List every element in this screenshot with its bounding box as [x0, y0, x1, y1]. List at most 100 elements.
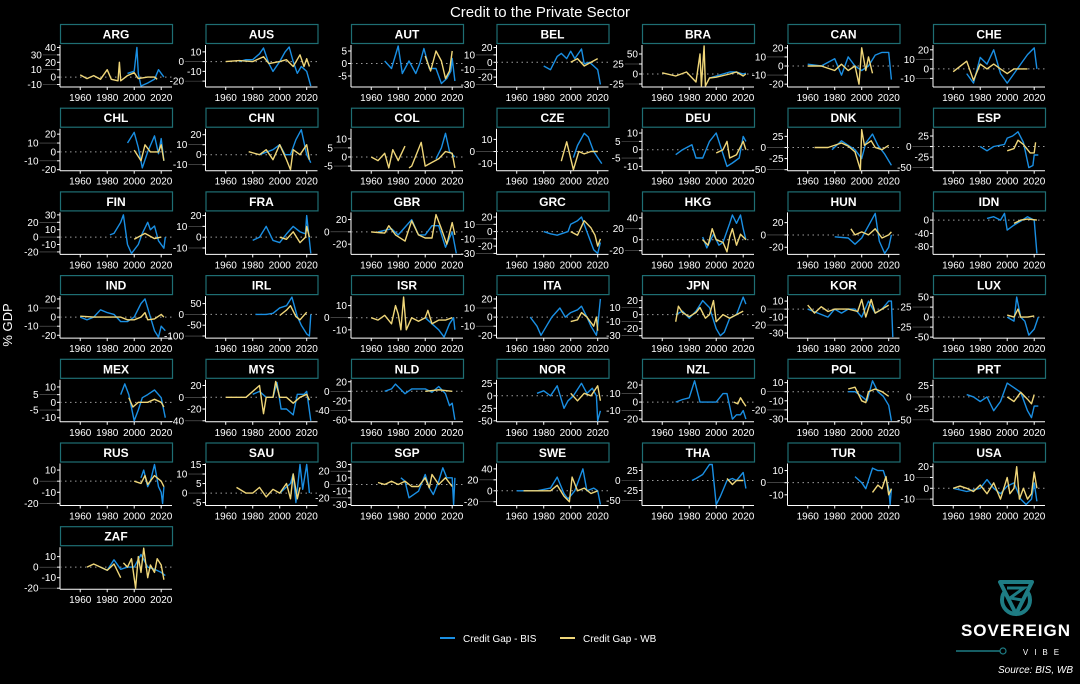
- panel-title: AUT: [395, 28, 420, 42]
- logo-wordmark: SOVEREIGN: [961, 621, 1071, 640]
- panel-title: TUR: [831, 446, 856, 460]
- y-tick-label: 20: [627, 381, 639, 392]
- x-tick-label: 2000: [851, 344, 874, 355]
- panel-strip: [205, 107, 319, 128]
- y-tick-label: 10: [336, 301, 348, 312]
- x-tick-label: 1960: [69, 177, 92, 188]
- x-tick-label: 2000: [123, 344, 146, 355]
- series-line-wb: [570, 311, 599, 331]
- x-tick-label: 1980: [96, 512, 119, 523]
- y-tick-label: -20: [752, 405, 767, 416]
- x-tick-label: 1980: [969, 512, 992, 523]
- x-tick-label: 1980: [533, 93, 556, 104]
- y-tick-label: -10: [752, 71, 767, 82]
- x-tick-label: 1960: [215, 177, 238, 188]
- x-tick-label: 2020: [296, 177, 319, 188]
- panel-nld: NLD 20 0-20-40-60 1960 1980 2000 2020: [315, 358, 465, 439]
- y-tick-label: -10: [624, 162, 639, 173]
- y-tick-label: 0: [33, 563, 39, 574]
- series-line-bis: [126, 131, 165, 169]
- series-line-wb: [560, 141, 598, 171]
- chart-title: Credit to the Private Sector: [450, 4, 630, 21]
- y-tick-label: 5: [615, 137, 621, 148]
- panel-strip: [932, 442, 1047, 463]
- panel-title: NLD: [395, 362, 420, 376]
- y-tick-label: -30: [769, 329, 784, 340]
- y-tick-label: -5: [30, 406, 39, 417]
- x-tick-label: 1960: [215, 260, 238, 271]
- x-tick-label: 2000: [560, 260, 583, 271]
- panel-fin: FIN 30 20 10 0-10-20 1960 1980 2000 2020: [24, 191, 174, 271]
- y-tick-label: -20: [42, 331, 57, 342]
- panel-aut: AUT 50 -5 1960 1980 2000 2020: [338, 23, 465, 104]
- x-tick-label: 2000: [996, 260, 1019, 271]
- x-tick-label: 2020: [150, 93, 173, 104]
- x-tick-label: 2020: [1023, 177, 1046, 188]
- y-tick-label: -10: [769, 490, 784, 501]
- x-tick-label: 2000: [996, 177, 1019, 188]
- x-tick-label: 1980: [242, 428, 265, 439]
- y-tick-label: 10: [609, 303, 621, 314]
- y-tick-label: 10: [45, 382, 57, 393]
- y-tick-label: 0: [178, 393, 184, 404]
- y-tick-label: 10: [176, 222, 188, 233]
- x-tick-label: 1960: [797, 428, 820, 439]
- x-tick-label: 1960: [942, 260, 965, 271]
- panel-title: SAU: [249, 446, 274, 460]
- panel-strip: [496, 358, 610, 379]
- y-tick-label: -20: [609, 246, 624, 257]
- y-tick-label: 40: [627, 213, 639, 224]
- panel-title: MEX: [103, 362, 129, 376]
- x-tick-label: 1980: [678, 428, 701, 439]
- x-tick-label: 2000: [123, 260, 146, 271]
- x-tick-label: 2000: [414, 93, 437, 104]
- y-tick-label: -80: [915, 242, 930, 253]
- x-tick-label: 2020: [732, 260, 755, 271]
- x-tick-label: 2000: [123, 512, 146, 523]
- panel-title: RUS: [103, 446, 128, 460]
- series-line-bis: [120, 383, 166, 422]
- x-tick-label: 2020: [878, 428, 901, 439]
- panel-strip: [205, 358, 319, 379]
- y-tick-label: 20: [627, 296, 639, 307]
- series-line-wb: [236, 473, 301, 500]
- panel-tha: THA 25 0-25-50 1960 1980 2000 2020: [606, 442, 756, 523]
- series-line-wb: [79, 61, 158, 82]
- x-tick-label: 1980: [96, 177, 119, 188]
- series-line-wb: [133, 144, 165, 162]
- y-tick-label: -20: [170, 77, 185, 88]
- logo-subword: VIBE: [1023, 648, 1065, 657]
- panel-title: LUX: [977, 279, 1001, 293]
- series-line-wb: [952, 466, 1038, 500]
- series-line-bis: [834, 212, 893, 255]
- y-tick-label: -30: [606, 331, 621, 342]
- x-tick-label: 1960: [506, 177, 529, 188]
- panel-title: PRT: [977, 362, 1002, 376]
- x-tick-label: 1980: [969, 177, 992, 188]
- y-tick-label: 5: [33, 390, 39, 401]
- y-tick-label: 40: [481, 464, 493, 475]
- panel-title: MYS: [248, 362, 274, 376]
- x-tick-label: 1960: [360, 93, 383, 104]
- x-tick-label: 1960: [360, 177, 383, 188]
- y-tick-label: -5: [193, 498, 202, 509]
- y-tick-label: 20: [45, 58, 57, 69]
- series-line-wb: [1006, 139, 1037, 154]
- y-tick-label: 0: [50, 147, 56, 158]
- x-tick-label: 2000: [851, 177, 874, 188]
- x-tick-label: 1980: [96, 344, 119, 355]
- x-tick-label: 1980: [824, 260, 847, 271]
- y-tick-label: 10: [627, 129, 639, 140]
- panel-title: CHE: [976, 28, 1001, 42]
- x-tick-label: 1980: [678, 177, 701, 188]
- panel-strip: [350, 23, 465, 45]
- x-tick-label: 2000: [560, 93, 583, 104]
- y-tick-label: 10: [190, 47, 202, 58]
- y-tick-label: 0: [760, 143, 766, 154]
- y-tick-label: -10: [769, 396, 784, 407]
- y-tick-label: 0: [324, 313, 330, 324]
- y-tick-label: -40: [170, 416, 185, 427]
